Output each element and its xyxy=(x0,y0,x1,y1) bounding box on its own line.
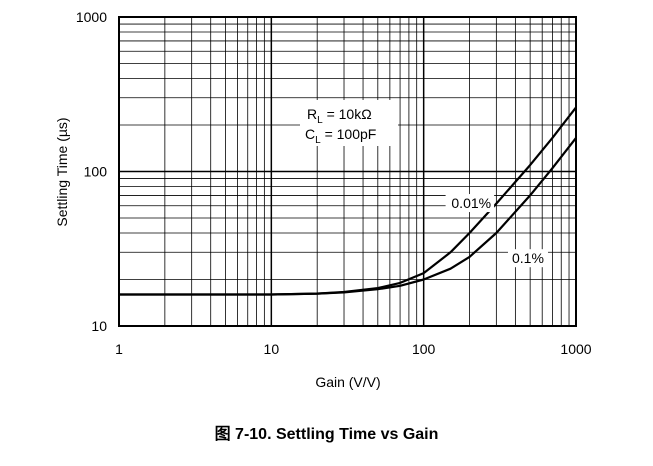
annotation-background xyxy=(300,100,398,146)
x-tick-label: 1000 xyxy=(560,341,591,357)
series-labels: 0.01% 0.1% xyxy=(445,194,548,268)
x-tick-label: 10 xyxy=(264,341,280,357)
plot-frame xyxy=(118,16,577,327)
series-lines xyxy=(119,106,577,296)
grid-lines xyxy=(119,17,576,326)
series-line xyxy=(119,137,577,296)
series-label-background xyxy=(507,249,548,268)
series-label: 0.1% xyxy=(512,250,544,266)
figure-caption: 图 7-10. Settling Time vs Gain xyxy=(214,426,439,443)
y-tick-label: 1000 xyxy=(76,9,107,25)
x-axis-label: Gain (V/V) xyxy=(315,374,380,390)
annotation-rl: RL = 10kΩ xyxy=(307,106,372,126)
y-tick-label: 100 xyxy=(84,164,108,180)
y-tick-label: 10 xyxy=(91,318,107,334)
x-tick-label: 100 xyxy=(412,341,436,357)
annotation-cl: CL = 100pF xyxy=(305,126,376,146)
x-tick-label: 1 xyxy=(115,341,123,357)
tick-labels: 1 10 100 1000 10 100 1000 xyxy=(76,9,592,357)
y-axis-label: Settling Time (µs) xyxy=(54,117,70,226)
series-label: 0.01% xyxy=(451,195,491,211)
series-label-background xyxy=(445,194,495,213)
